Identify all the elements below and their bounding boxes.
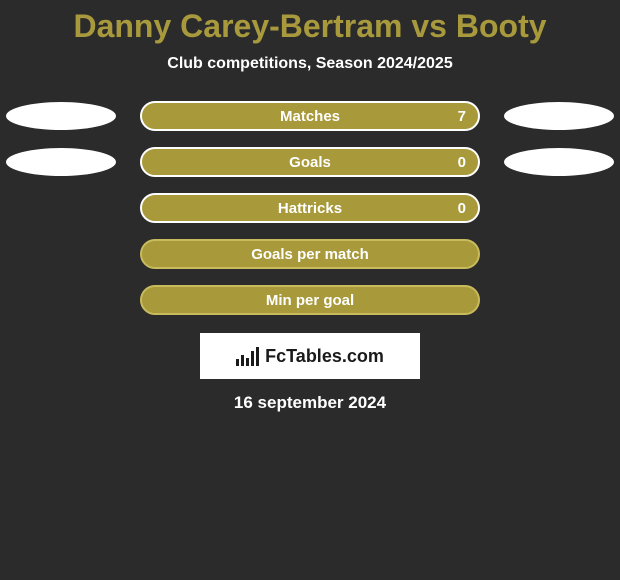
stat-bar: Matches 7 xyxy=(140,101,480,131)
comparison-container: Danny Carey-Bertram vs Booty Club compet… xyxy=(0,0,620,413)
stat-bar: Hattricks 0 xyxy=(140,193,480,223)
player-left-marker xyxy=(6,148,116,176)
stat-value: 7 xyxy=(458,108,466,125)
stat-label: Goals xyxy=(289,154,331,171)
stat-row: Goals per match xyxy=(0,239,620,269)
logo-box[interactable]: FcTables.com xyxy=(200,333,420,379)
date-label: 16 september 2024 xyxy=(0,393,620,413)
player-right-marker xyxy=(504,102,614,130)
stat-bar: Goals per match xyxy=(140,239,480,269)
stat-label: Min per goal xyxy=(266,292,354,309)
stat-row: Hattricks 0 xyxy=(0,193,620,223)
chart-icon xyxy=(236,346,259,366)
stat-row: Min per goal xyxy=(0,285,620,315)
stat-row: Matches 7 xyxy=(0,101,620,131)
stat-label: Goals per match xyxy=(251,246,369,263)
stat-value: 0 xyxy=(458,154,466,171)
stat-label: Hattricks xyxy=(278,200,342,217)
subtitle: Club competitions, Season 2024/2025 xyxy=(0,55,620,73)
stat-bar: Goals 0 xyxy=(140,147,480,177)
stat-value: 0 xyxy=(458,200,466,217)
stat-bar: Min per goal xyxy=(140,285,480,315)
logo-text: FcTables.com xyxy=(265,346,384,367)
stats-rows: Matches 7 Goals 0 Hattricks 0 Goals per match M… xyxy=(0,101,620,315)
player-left-marker xyxy=(6,102,116,130)
page-title: Danny Carey-Bertram vs Booty xyxy=(0,8,620,45)
player-right-marker xyxy=(504,148,614,176)
stat-label: Matches xyxy=(280,108,340,125)
stat-row: Goals 0 xyxy=(0,147,620,177)
